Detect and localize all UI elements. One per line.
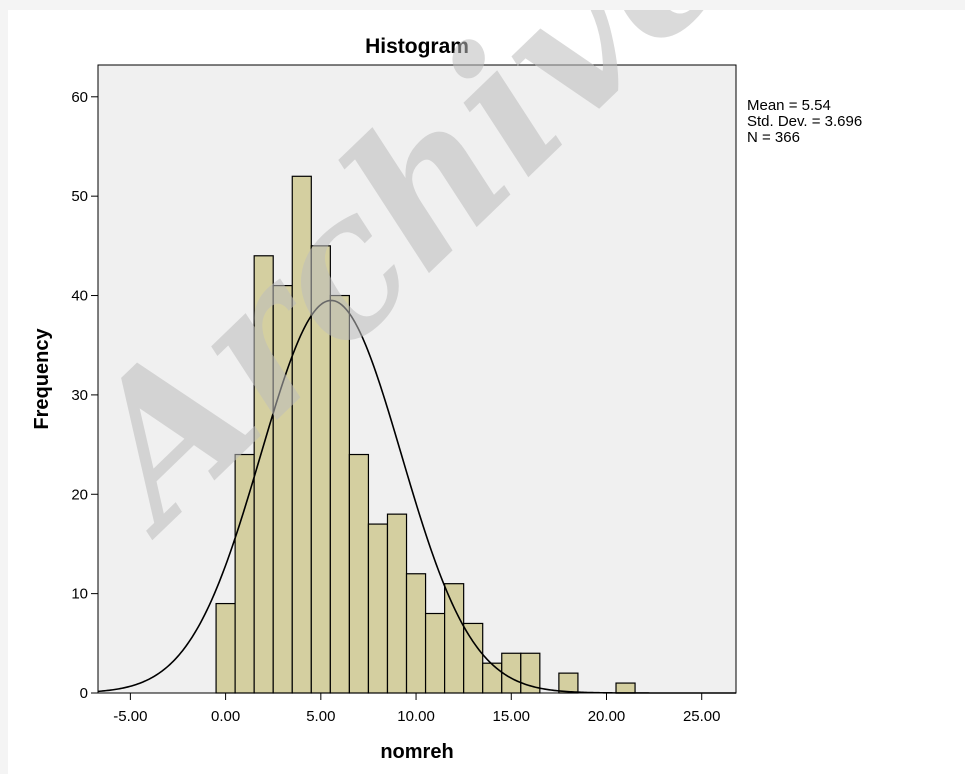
x-tick-label: 15.00 [492,708,530,725]
histogram-bar [348,453,370,694]
normal-curve [97,299,736,694]
x-tick-label: 25.00 [683,708,721,725]
x-axis-title: nomreh [380,741,453,763]
histogram-bar [615,682,636,694]
histogram-bar [424,612,446,694]
histogram-bar [386,513,408,694]
y-tick-label: 30 [71,387,88,404]
x-axis: -5.00 0.00 5.00 10.00 15.00 20.00 25.00 [113,693,720,725]
y-tick-label: 40 [71,288,88,305]
x-tick-label: 20.00 [588,708,626,725]
y-axis: 0 10 20 30 40 50 60 [71,89,98,702]
x-tick-label: 5.00 [306,708,335,725]
y-tick-label: 50 [71,188,88,205]
y-tick-label: 10 [71,586,88,603]
histogram-bar [558,672,579,694]
histogram-bar [482,662,503,694]
histogram-bar [444,583,465,694]
histogram-bar [367,523,389,694]
x-tick-label: -5.00 [113,708,147,725]
histogram-bar [463,622,484,694]
x-tick-label: 10.00 [397,708,435,725]
stats-std-dev: Std. Dev. = 3.696 [747,113,862,130]
stats-n: N = 366 [747,129,800,146]
y-tick-label: 20 [71,486,88,503]
histogram-bar [501,652,522,694]
bars-group [215,175,636,694]
y-tick-label: 0 [80,685,88,702]
histogram-bar [215,602,236,694]
histogram-bar [405,573,427,694]
histogram-bar [520,652,541,694]
y-axis-title: Frequency [31,328,53,430]
y-tick-label: 60 [71,89,88,106]
chart-title: Histogram [365,35,469,58]
chart-canvas: 0 10 20 30 40 50 60 -5.00 0.00 5.00 10.00 15.00 20.… [8,10,965,774]
x-tick-label: 0.00 [211,708,240,725]
histogram-chart: 0 10 20 30 40 50 60 -5.00 0.00 5.00 10.00 15.00 20.… [29,10,965,763]
stats-mean: Mean = 5.54 [747,97,831,114]
stats-box: Mean = 5.54 Std. Dev. = 3.696 N = 366 [747,97,862,146]
